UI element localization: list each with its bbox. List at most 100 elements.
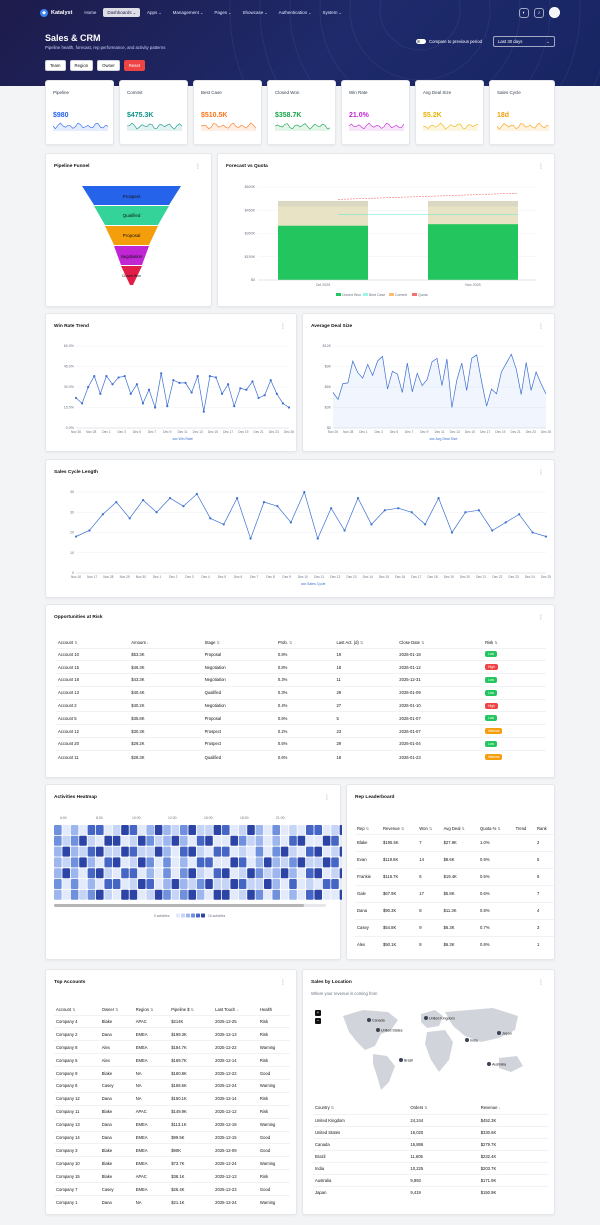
sort-icon[interactable]: ⇅	[189, 1007, 194, 1012]
heatmap-cell[interactable]	[264, 857, 272, 868]
column-header[interactable]: Prob. ⇅	[276, 637, 335, 648]
heatmap-cell[interactable]	[230, 835, 238, 846]
heatmap-cell[interactable]	[154, 889, 163, 900]
sort-icon[interactable]: ⇅	[215, 640, 220, 645]
data-point[interactable]	[168, 496, 172, 500]
sort-icon[interactable]: ⇅	[287, 640, 293, 645]
heatmap-cell[interactable]	[314, 857, 322, 868]
nav-item-showcase[interactable]: Showcase ⌄	[238, 8, 271, 17]
heatmap-cell[interactable]	[196, 879, 205, 889]
nav-item-apps[interactable]: Apps ⌄	[143, 8, 166, 17]
column-header[interactable]: Rank	[535, 823, 554, 834]
heatmap-cell[interactable]	[121, 889, 129, 900]
data-point[interactable]	[281, 402, 285, 405]
heatmap-cell[interactable]	[322, 846, 331, 857]
heatmap-cell[interactable]	[339, 868, 342, 879]
heatmap-cell[interactable]	[54, 846, 62, 857]
data-point[interactable]	[74, 535, 78, 538]
table-row[interactable]: Company 6 Casey NA $158.6K 2025-12-24 Warning	[54, 1079, 290, 1092]
heatmap-cell[interactable]	[289, 835, 297, 846]
column-header[interactable]: Rep ⇅	[355, 823, 381, 834]
heatmap-cell[interactable]	[112, 879, 121, 889]
heatmap-cell[interactable]	[264, 868, 272, 879]
more-menu-icon[interactable]: ⋮	[538, 164, 544, 170]
sort-icon[interactable]: ⇅	[460, 826, 465, 831]
heatmap-cell[interactable]	[154, 857, 163, 868]
sort-icon[interactable]: ⇅	[493, 640, 498, 645]
column-header[interactable]: Avg Deal ⇅	[442, 823, 478, 834]
heatmap-cell[interactable]	[104, 879, 112, 889]
sort-icon[interactable]: ⇅	[358, 640, 364, 645]
more-menu-icon[interactable]: ⋮	[538, 615, 544, 621]
data-point[interactable]	[251, 380, 254, 383]
heatmap-cell[interactable]	[230, 879, 238, 889]
funnel-stage-closed-won[interactable]	[121, 266, 142, 285]
heatmap-cell[interactable]	[222, 868, 230, 879]
table-row[interactable]: Company 5 Alex EMEA $169.7K 2025-12-14 Risk	[54, 1053, 290, 1067]
data-point[interactable]	[383, 509, 386, 512]
heatmap-cell[interactable]	[188, 825, 196, 835]
data-point[interactable]	[518, 513, 521, 516]
data-point[interactable]	[249, 537, 252, 540]
data-point[interactable]	[275, 392, 278, 395]
table-row[interactable]: Gale $67.9K 17 $5.8K 0.6% 7	[355, 885, 554, 902]
column-header[interactable]: Stage ⇅	[203, 637, 276, 648]
data-point[interactable]	[123, 374, 126, 378]
data-point[interactable]	[289, 521, 292, 524]
data-point[interactable]	[105, 374, 108, 378]
heatmap-cell[interactable]	[322, 868, 331, 879]
heatmap-cell[interactable]	[138, 857, 146, 868]
data-point[interactable]	[128, 517, 131, 520]
data-point[interactable]	[141, 402, 145, 405]
heatmap-cell[interactable]	[138, 889, 146, 900]
bar-closed-won[interactable]	[428, 224, 518, 280]
table-row[interactable]: Dana $90.3K 8 $11.3K 0.8% 4	[355, 902, 554, 919]
table-row[interactable]: India 10,225 $203.7K	[313, 1162, 549, 1174]
table-row[interactable]: United Kingdom 24,244 $452.3K	[313, 1114, 549, 1126]
data-point[interactable]	[182, 505, 185, 508]
more-menu-icon[interactable]: ⋮	[324, 795, 330, 801]
heatmap-cell[interactable]	[280, 825, 289, 835]
heatmap-cell[interactable]	[171, 835, 180, 846]
heatmap-cell[interactable]	[163, 825, 171, 835]
heatmap-cell[interactable]	[247, 857, 255, 868]
table-row[interactable]: Company 12 Dana NA $150.1K 2025-12-14 Risk	[54, 1092, 290, 1105]
logo[interactable]: ◆ Katalyst	[40, 8, 72, 17]
heatmap-cell[interactable]	[146, 868, 154, 879]
column-header[interactable]: Orders ⇅	[408, 1102, 478, 1114]
data-point[interactable]	[544, 535, 548, 538]
heatmap-cell[interactable]	[146, 889, 154, 900]
data-point[interactable]	[87, 385, 90, 389]
data-point[interactable]	[222, 523, 225, 526]
more-menu-icon[interactable]: ⋮	[280, 324, 286, 330]
heatmap-cell[interactable]	[171, 868, 180, 879]
table-row[interactable]: Account 10 $53.3K Proposal 0.8% 19 2026-01-18…	[56, 648, 546, 661]
heatmap-cell[interactable]	[297, 835, 306, 846]
heatmap-cell[interactable]	[112, 825, 121, 835]
heatmap-cell[interactable]	[163, 846, 171, 857]
heatmap-cell[interactable]	[247, 868, 255, 879]
data-point[interactable]	[276, 505, 279, 508]
heatmap-cell[interactable]	[306, 879, 314, 889]
heatmap-cell[interactable]	[188, 889, 196, 900]
column-header[interactable]: Revenue ↓	[479, 1102, 549, 1114]
heatmap-cell[interactable]	[70, 846, 79, 857]
sort-icon[interactable]: ⇅	[73, 640, 78, 645]
heatmap-cell[interactable]	[205, 846, 213, 857]
data-point[interactable]	[464, 511, 467, 514]
table-row[interactable]: United States 16,020 $330.6K	[313, 1126, 549, 1138]
data-point[interactable]	[147, 388, 151, 391]
heatmap-cell[interactable]	[238, 879, 247, 889]
heatmap-cell[interactable]	[121, 835, 129, 846]
heatmap-cell[interactable]	[180, 846, 188, 857]
heatmap-cell[interactable]	[272, 835, 280, 846]
data-point[interactable]	[172, 379, 175, 382]
heatmap-cell[interactable]	[171, 857, 180, 868]
heatmap-cell[interactable]	[79, 868, 87, 879]
heatmap-cell[interactable]	[314, 835, 322, 846]
heatmap-cell[interactable]	[222, 879, 230, 889]
heatmap-cell[interactable]	[264, 846, 272, 857]
heatmap-cell[interactable]	[54, 868, 62, 879]
sort-icon[interactable]: ⇅	[114, 1007, 119, 1012]
heatmap-cell[interactable]	[230, 889, 238, 900]
